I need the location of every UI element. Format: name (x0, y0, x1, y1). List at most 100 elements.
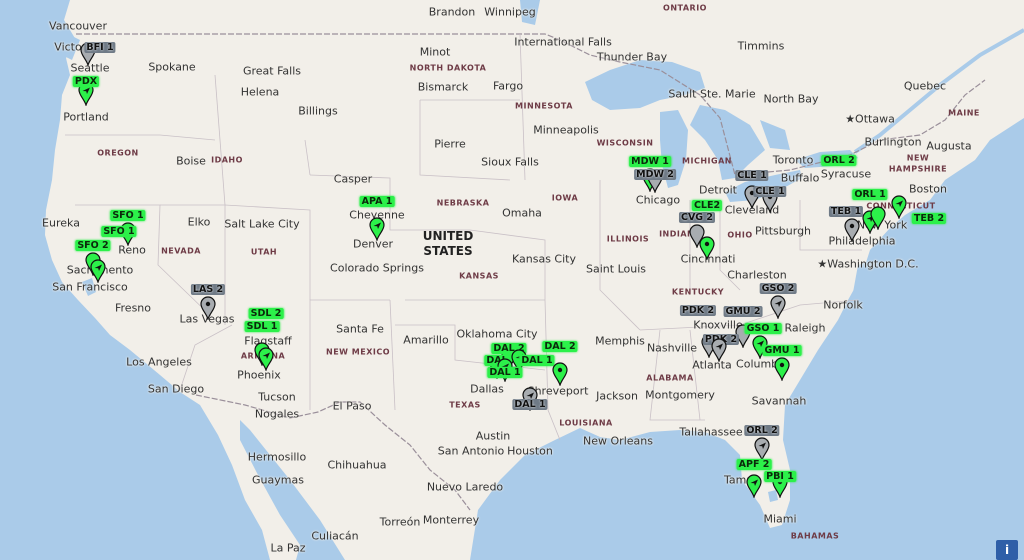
marker-label[interactable]: GMU 2 (723, 306, 763, 317)
marker-label[interactable]: DAL (484, 355, 510, 366)
city-label: Knoxville (693, 318, 743, 332)
city-label: Victo (54, 40, 82, 54)
city-label: Colorado Springs (330, 261, 424, 275)
map-pin-marker[interactable] (754, 437, 770, 462)
plane-icon (82, 87, 90, 94)
marker-label[interactable]: MDW 2 (634, 169, 676, 180)
map-pin-marker[interactable] (770, 295, 786, 320)
city-label: Nuevo Laredo (426, 480, 504, 494)
marker-label[interactable]: BFI 1 (84, 42, 116, 53)
region-label: KANSAS (459, 271, 499, 281)
region-label: WISCONSIN (596, 138, 654, 148)
dot-icon (205, 301, 211, 307)
map-pin-marker[interactable] (689, 224, 705, 249)
marker-label[interactable]: TEB 2 (911, 213, 947, 224)
city-label: Helena (240, 85, 280, 99)
map-pin-icon (770, 295, 786, 320)
marker-label[interactable]: LAS 2 (190, 284, 226, 295)
city-label: Seattle (70, 61, 110, 75)
city-label: Sault Ste. Marie (668, 87, 756, 101)
map-pin-marker[interactable] (200, 296, 216, 321)
marker-label[interactable]: CLE 1 (735, 170, 769, 181)
marker-label[interactable]: MDW 1 (629, 156, 671, 167)
marker-label[interactable]: ORL 1 (852, 189, 888, 200)
marker-label[interactable]: ORL 2 (821, 155, 857, 166)
marker-label[interactable]: SFO 1 (101, 226, 137, 237)
marker-label[interactable]: CVG 2 (678, 212, 716, 223)
city-label: Billings (298, 104, 338, 118)
region-label: ALABAMA (646, 373, 694, 383)
dot-icon (849, 223, 855, 229)
marker-label[interactable]: APA 1 (359, 196, 395, 207)
marker-label[interactable]: DAL 2 (491, 343, 527, 354)
city-label: Santa Fe (336, 322, 384, 336)
map-pin-icon (369, 217, 385, 242)
map-pin-icon (844, 218, 860, 243)
map-pin-marker[interactable] (711, 338, 727, 363)
region-label: NEBRASKA (436, 198, 490, 208)
city-label: Culiacán (311, 529, 359, 543)
map-pin-marker[interactable] (746, 474, 762, 499)
city-label: Chicago (635, 193, 681, 207)
marker-label[interactable]: ORL 2 (744, 425, 780, 436)
city-label: Buffalo (780, 171, 820, 185)
city-label: Memphis (595, 334, 645, 348)
city-label: Phoenix (237, 368, 281, 382)
map-pin-icon (90, 259, 106, 284)
marker-label[interactable]: CLE2 (691, 200, 723, 211)
city-label: Thunder Bay (596, 50, 668, 64)
city-label: Hermosillo (247, 450, 307, 464)
map-pin-marker[interactable] (369, 217, 385, 242)
st-lawrence (853, 28, 1024, 154)
marker-label[interactable]: CLE 1 (753, 186, 787, 197)
map-pin-marker[interactable] (552, 362, 568, 387)
map-pin-icon (711, 338, 727, 363)
city-label: Great Falls (242, 64, 302, 78)
marker-label[interactable]: SDL 1 (244, 321, 280, 332)
us-canada-border (76, 33, 986, 176)
region-label: KENTUCKY (671, 287, 725, 297)
city-label: Torreón (379, 515, 421, 529)
marker-label[interactable]: DAL 1 (487, 367, 523, 378)
city-label: Portland (63, 110, 109, 124)
map-pin-marker[interactable] (870, 206, 886, 231)
map-pin-icon (891, 195, 907, 220)
city-label: Saint Louis (586, 262, 646, 276)
marker-label[interactable]: GMU 1 (762, 345, 802, 356)
plane-icon (756, 340, 764, 347)
marker-label[interactable]: PBI 1 (764, 471, 796, 482)
map-pin-marker[interactable] (258, 347, 274, 372)
country-label-line2: STATES (423, 244, 473, 258)
map-pin-marker[interactable] (774, 357, 790, 382)
marker-label[interactable]: PDX (72, 76, 100, 87)
marker-label[interactable]: SFO 2 (75, 240, 111, 251)
map-pin-marker[interactable] (699, 236, 715, 261)
region-label: TEXAS (449, 400, 481, 410)
map-pin-marker[interactable] (891, 195, 907, 220)
marker-label[interactable]: DAL 1 (519, 355, 555, 366)
marker-label[interactable]: PDK 2 (679, 305, 717, 316)
marker-label[interactable]: GSO 2 (759, 283, 797, 294)
city-label: Flagstaff (244, 334, 292, 348)
region-label: ONTARIO (663, 3, 707, 13)
info-button[interactable]: i (996, 540, 1018, 560)
marker-label[interactable]: SDL 2 (248, 308, 284, 319)
city-label: Elko (187, 215, 211, 229)
map-pin-marker[interactable] (90, 259, 106, 284)
marker-label[interactable]: APF 2 (736, 459, 772, 470)
marker-label[interactable]: TEB 1 (828, 206, 864, 217)
marker-label[interactable]: DAL 2 (542, 341, 578, 352)
city-label: Boston (908, 182, 948, 196)
city-label: ★Ottawa (845, 112, 895, 126)
city-label: Augusta (926, 139, 972, 153)
marker-label[interactable]: DAL 1 (512, 399, 548, 410)
marker-label[interactable]: GSO 1 (744, 323, 782, 334)
marker-label[interactable]: SFO 1 (110, 210, 146, 221)
chesapeake-bay (852, 262, 866, 300)
city-label: International Falls (514, 35, 612, 49)
map-pin-marker[interactable] (844, 218, 860, 243)
city-label: Raleigh (784, 321, 826, 335)
map-pin-icon (774, 357, 790, 382)
city-label: La Paz (270, 541, 306, 555)
